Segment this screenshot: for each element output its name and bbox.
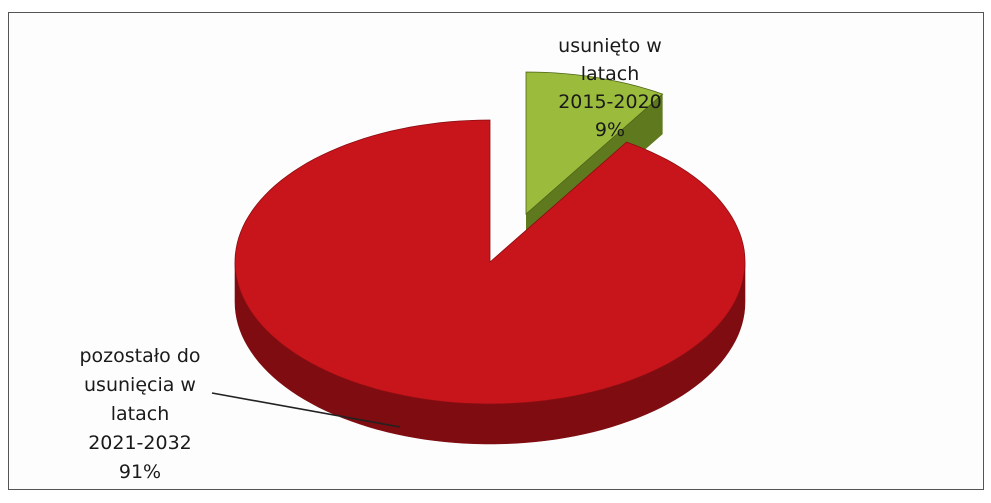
data-label-line: 91% [119,461,161,483]
data-label-line: 2015-2020 [558,91,662,113]
data-label-line: pozostało do [79,345,200,367]
leader-line [211,392,401,428]
data-label-1: pozostało do usunięcia w latach 2021-2032 91… [79,345,200,483]
data-label-line: latach [111,403,170,425]
data-label-0: usunięto w latach 2015-2020 9% [558,35,662,141]
pie-slice-0 [525,71,664,215]
data-label-line: usunięto w [558,35,662,57]
pie-slice-1 [234,119,746,405]
data-label-line: 9% [595,119,625,141]
data-label-line: usunięcia w [84,374,196,396]
data-label-line: latach [581,63,640,85]
data-label-line: 2021-2032 [88,432,192,454]
